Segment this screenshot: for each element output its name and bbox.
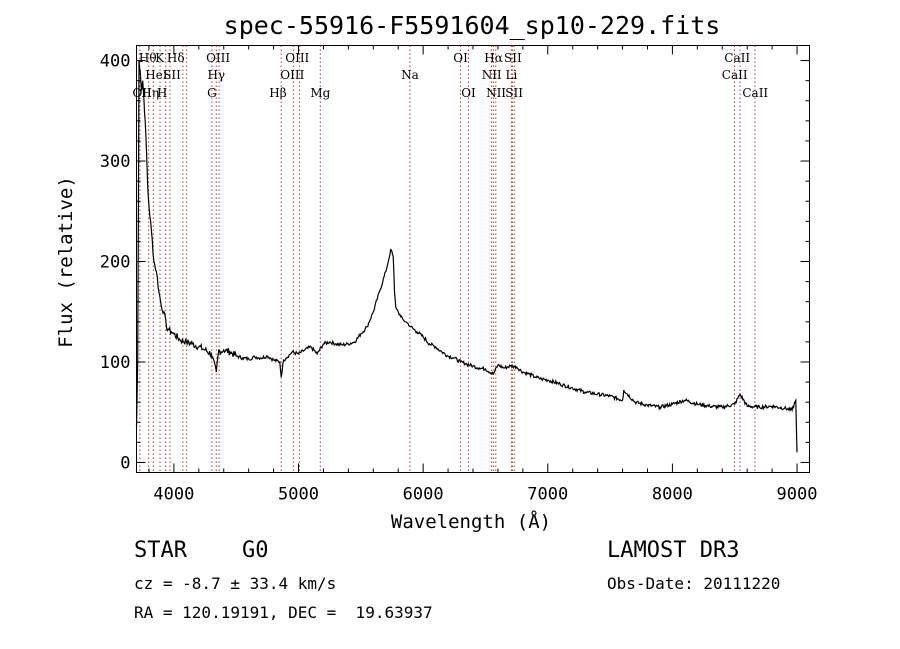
line-label-21: Li xyxy=(505,68,517,82)
sky-coordinates: RA = 120.19191, DEC = 19.63937 xyxy=(134,603,433,622)
line-label-15: Na xyxy=(401,68,419,82)
line-label-0: OII xyxy=(132,86,152,100)
y-axis-ticks: 0 100 200 300 400 xyxy=(100,52,810,473)
chart-title: spec-55916-F5591604_sp10-229.fits xyxy=(224,11,721,40)
line-label-13: OIII xyxy=(280,68,304,82)
line-label-26: CaII xyxy=(742,86,768,100)
line-label-12: OIII xyxy=(285,51,309,65)
y-tick-label: 0 xyxy=(120,453,130,473)
survey-name: LAMOST DR3 xyxy=(607,538,740,563)
line-label-7: Hδ xyxy=(167,51,185,65)
x-tick-label: 4000 xyxy=(153,485,194,505)
line-label-10: G xyxy=(207,86,217,100)
line-label-19: SII xyxy=(504,51,522,65)
x-tick-label: 8000 xyxy=(652,485,693,505)
spectral-line-labels: OII Hθ Hη HeI K H SII Hδ OIII Hγ G Hβ OIII OIII Mg Na OI… xyxy=(132,51,768,100)
line-label-16: OI xyxy=(453,51,468,65)
redshift-velocity: cz = -8.7 ± 33.4 km/s xyxy=(134,574,337,593)
line-label-1: Hθ xyxy=(139,51,157,65)
observation-date: Obs-Date: 20111220 xyxy=(607,574,781,593)
line-label-22: NII xyxy=(486,86,506,100)
line-label-5: H xyxy=(157,86,167,100)
line-label-17: OI xyxy=(461,86,476,100)
y-tick-label: 300 xyxy=(100,152,131,172)
line-label-9: Hγ xyxy=(207,68,225,82)
line-label-23: SII xyxy=(505,86,523,100)
line-label-18: Hα xyxy=(484,51,503,65)
flux-series-line xyxy=(135,60,798,453)
x-tick-label: 6000 xyxy=(403,485,444,505)
line-label-25: CaII xyxy=(722,68,748,82)
line-label-20: NII xyxy=(482,68,502,82)
spectral-line-markers xyxy=(139,45,756,473)
object-class: STAR xyxy=(134,538,187,563)
object-subclass: G0 xyxy=(242,538,269,563)
y-tick-label: 100 xyxy=(100,353,131,373)
x-tick-label: 9000 xyxy=(777,485,818,505)
y-axis-label: Flux (relative) xyxy=(55,176,77,348)
line-label-8: OIII xyxy=(206,51,230,65)
line-label-11: Hβ xyxy=(269,86,286,100)
line-label-3: HeI xyxy=(145,68,168,82)
y-tick-label: 400 xyxy=(100,52,131,72)
y-tick-label: 200 xyxy=(100,253,131,273)
x-tick-label: 7000 xyxy=(527,485,568,505)
line-label-2: Hη xyxy=(141,86,159,100)
line-label-24: CaII xyxy=(724,51,750,65)
plot-frame xyxy=(136,45,810,473)
line-label-4: K xyxy=(155,51,165,65)
x-axis-label: Wavelength (Å) xyxy=(391,510,551,533)
x-axis-ticks: 4000 5000 6000 7000 8000 9000 xyxy=(148,45,818,505)
line-label-6: SII xyxy=(163,68,181,82)
line-label-14: Mg xyxy=(310,86,330,100)
x-tick-label: 5000 xyxy=(278,485,319,505)
